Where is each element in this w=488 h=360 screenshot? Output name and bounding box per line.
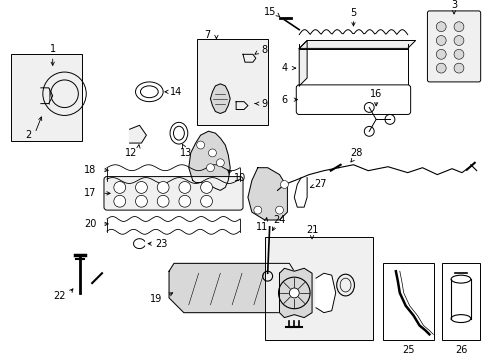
Circle shape [179, 195, 190, 207]
Text: 20: 20 [84, 219, 96, 229]
Circle shape [179, 181, 190, 193]
Polygon shape [299, 41, 306, 86]
Bar [196, 39, 267, 125]
Text: 9: 9 [261, 99, 267, 109]
FancyBboxPatch shape [104, 177, 243, 210]
Text: 22: 22 [53, 291, 66, 301]
Circle shape [435, 22, 445, 32]
Text: 25: 25 [402, 345, 414, 355]
Circle shape [196, 141, 204, 149]
Circle shape [200, 181, 212, 193]
Text: 27: 27 [314, 180, 326, 189]
FancyBboxPatch shape [427, 11, 480, 82]
Bar [382, 264, 433, 340]
Circle shape [453, 63, 463, 73]
Text: 6: 6 [281, 95, 287, 105]
Polygon shape [299, 41, 415, 48]
Circle shape [208, 149, 216, 157]
Polygon shape [279, 268, 311, 318]
Polygon shape [129, 125, 146, 143]
Text: 2: 2 [25, 130, 31, 140]
Text: 8: 8 [261, 45, 267, 55]
Circle shape [135, 181, 147, 193]
Circle shape [280, 180, 288, 188]
Circle shape [435, 63, 445, 73]
Text: 5: 5 [349, 8, 356, 18]
Text: 21: 21 [305, 225, 318, 235]
Text: 23: 23 [155, 239, 167, 249]
Text: 7: 7 [204, 30, 210, 40]
Circle shape [275, 206, 283, 214]
Text: 4: 4 [281, 63, 287, 73]
Text: 15: 15 [263, 7, 275, 17]
Polygon shape [169, 264, 294, 313]
Text: 3: 3 [450, 0, 456, 10]
Circle shape [157, 181, 169, 193]
Circle shape [114, 195, 125, 207]
Polygon shape [188, 131, 230, 190]
Circle shape [253, 206, 261, 214]
Circle shape [435, 36, 445, 45]
Bar [299, 48, 407, 86]
Bar [264, 237, 372, 340]
Text: 11: 11 [255, 222, 267, 232]
FancyBboxPatch shape [296, 85, 410, 114]
Circle shape [157, 195, 169, 207]
Circle shape [453, 49, 463, 59]
Circle shape [453, 22, 463, 32]
Circle shape [206, 164, 214, 172]
Text: 12: 12 [125, 148, 138, 158]
Circle shape [135, 195, 147, 207]
Circle shape [435, 49, 445, 59]
Circle shape [289, 288, 299, 298]
Text: 16: 16 [369, 89, 382, 99]
Text: 10: 10 [233, 172, 245, 183]
Circle shape [216, 159, 224, 167]
Polygon shape [210, 84, 230, 113]
Text: 14: 14 [169, 87, 182, 97]
Polygon shape [247, 168, 287, 220]
Text: 1: 1 [50, 44, 56, 54]
Text: 13: 13 [179, 148, 192, 158]
Bar [441, 264, 479, 340]
Text: 28: 28 [349, 148, 362, 158]
Text: 24: 24 [273, 215, 285, 225]
Circle shape [114, 181, 125, 193]
Bar [11, 54, 82, 141]
Text: 17: 17 [84, 188, 96, 198]
Circle shape [200, 195, 212, 207]
Text: 26: 26 [454, 345, 466, 355]
Polygon shape [315, 273, 335, 313]
Text: 19: 19 [150, 294, 162, 304]
Text: 18: 18 [84, 165, 96, 175]
Circle shape [453, 36, 463, 45]
